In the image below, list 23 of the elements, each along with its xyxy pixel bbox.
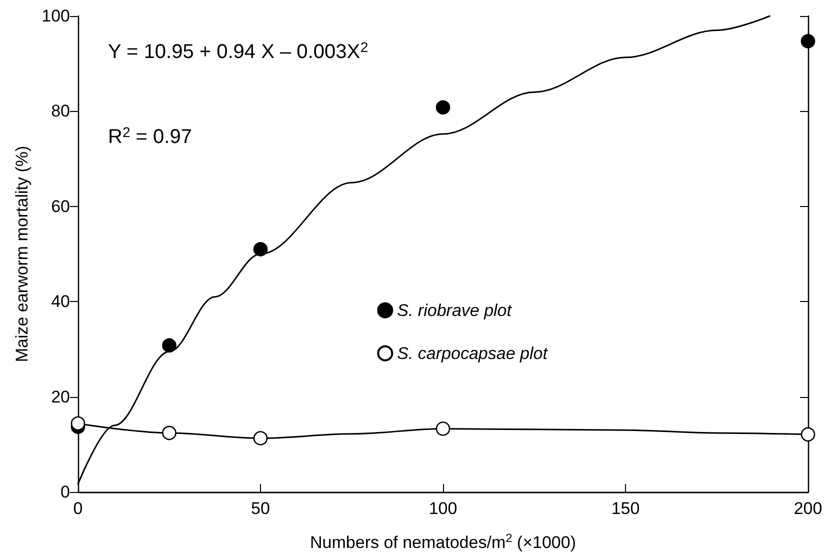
x-tick-label: 100 [428, 499, 458, 518]
y-tick-label: 60 [51, 196, 70, 216]
y-tick-label: 80 [51, 102, 70, 121]
legend-label: S. carpocapsae plot [397, 344, 549, 363]
point [436, 100, 450, 115]
y-tick-label: 0 [60, 482, 70, 502]
point [436, 422, 450, 436]
y-tick-label: 100 [42, 6, 70, 26]
legend-label: S. riobrave plot [397, 300, 513, 320]
point [162, 338, 176, 353]
point [800, 34, 816, 48]
point [162, 426, 176, 440]
x-tick-label: 200 [794, 499, 822, 518]
y-axis-title: Maize earworm mortality (%) [12, 146, 32, 362]
point [70, 416, 86, 431]
point [253, 431, 268, 446]
point [253, 242, 268, 256]
point [800, 427, 816, 442]
x-tick-label: 50 [251, 499, 270, 518]
x-tick-label: 150 [611, 499, 640, 518]
x-tick-label: 0 [73, 499, 83, 518]
y-tick-label: 20 [51, 387, 70, 406]
y-tick-label: 40 [51, 292, 70, 312]
